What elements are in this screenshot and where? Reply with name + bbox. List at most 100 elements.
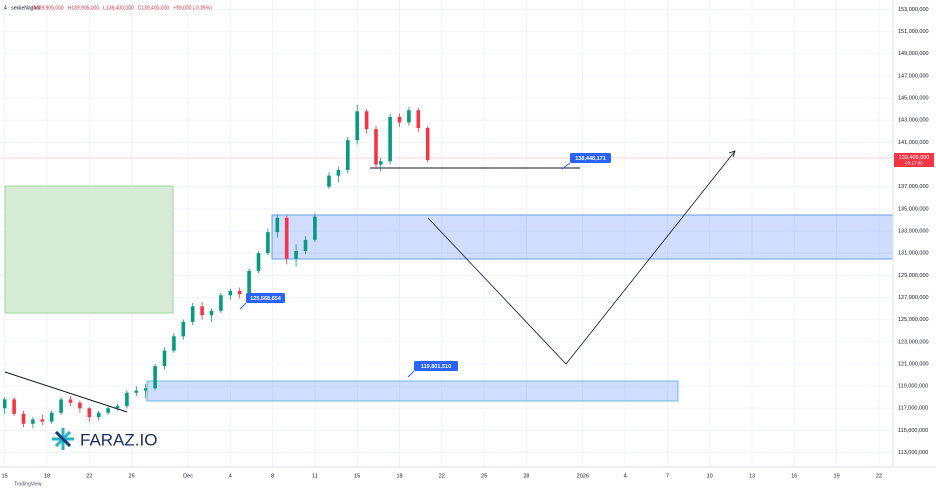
candle-body [59,399,63,413]
candle-body [228,290,233,296]
y-tick-label: 137,000,000 [898,184,929,190]
x-tick-label: 7 [666,473,669,479]
axes: 153,000,000 151,000,000 149,000,000 147,000… [2,7,929,480]
candle-body [313,216,317,240]
x-tick-label: 19 [834,473,840,479]
candle-body [378,161,383,165]
candle-body [106,408,110,413]
annotation-label: 125,568,854 [250,296,282,302]
annotation-label: 119,801,510 [421,364,451,370]
candle-body [425,127,430,161]
ohlc-value: L138,400,000 [103,5,134,11]
candle-body [200,306,204,316]
candle-body [374,129,378,165]
candle-body [303,239,308,251]
candle-body [115,406,120,409]
y-tick-label: 143,000,000 [898,118,929,124]
annotation-label: 138,448,171 [575,156,606,162]
logo: FARAZ.IO [52,428,157,450]
y-tick-label: 127,000,000 [898,295,929,301]
candle-body [275,217,280,233]
candle-body [21,413,26,424]
last-price-tag [894,153,934,167]
y-tick-label: 131,000,000 [898,251,929,257]
candle-body [355,111,359,141]
symbol-title: 4 · sekkeNaghdi [4,5,40,11]
y-tick-label: 117,000,000 [898,406,928,412]
y-tick-label: 153,000,000 [898,7,929,13]
candle-body [237,290,242,295]
candle-body [68,399,73,403]
x-tick-label: 18 [44,473,50,479]
y-tick-label: 115,000,000 [898,428,928,434]
candle-body [397,116,402,123]
x-tick-label: 28 [523,473,529,479]
candle-body [162,350,167,367]
candle-body [190,306,195,322]
ohlc-value: C139,400,000 [138,5,170,11]
y-tick-label: 129,000,000 [898,273,929,279]
annotation: 119,801,510 [407,361,458,378]
countdown: 03:17:00 [905,161,923,166]
demand-zone [4,185,174,314]
y-tick-label: 149,000,000 [898,51,929,57]
footer: TradingView [14,481,42,487]
last-price-label: 139,400,000 [899,155,930,161]
supply-zone [271,214,894,260]
x-tick-label: 13 [749,473,755,479]
x-tick-label: 22 [439,473,445,479]
y-tick-label: 125,000,000 [898,317,929,323]
arrow-head [728,150,736,158]
y-tick-label: 119,000,000 [898,384,928,390]
candle-body [134,390,139,393]
candle-body [407,110,411,123]
logo-icon-accent [54,430,72,448]
ohlc-value: O139,905,000 [32,5,64,11]
y-tick-label: 135,000,000 [898,206,929,212]
candle-body [40,419,45,422]
annotation-box [414,361,458,371]
x-tick-label: 15 [354,473,360,479]
x-tick-label: 2026 [577,473,589,479]
candle-body [125,392,129,407]
y-tick-label: 145,000,000 [898,96,929,102]
x-tick-label: 16 [791,473,797,479]
candle-body [364,111,369,130]
y-tick-label: 113,000,000 [898,450,928,456]
trend-line [4,371,128,413]
candle-body [346,140,350,171]
x-tick-label: 10 [707,473,713,479]
candle-body [416,110,421,128]
annotation-box [570,153,611,163]
annotation-pointer [239,302,247,310]
candle-body [256,253,261,271]
candle-body [87,408,92,418]
candle-body [96,412,101,418]
y-tick-label: 123,000,000 [898,339,929,345]
x-tick-label: 11 [312,473,318,479]
candle-body [336,170,341,176]
y-tick-label: 147,000,000 [898,73,929,79]
candle-body [294,250,298,259]
candles [2,104,430,429]
candle-body [12,399,16,414]
projection-path [427,150,736,365]
candle-body [2,399,7,409]
candle-body [266,232,270,254]
ohlc-header: O139,905,000 H139,905,000 L138,400,000 C139… [32,5,212,11]
x-tick-label: 22 [876,473,882,479]
annotation: 125,568,854 [239,293,285,310]
candle-body [209,310,214,316]
candle-body [49,412,54,422]
candle-body [181,321,186,337]
x-tick-label: 4 [624,473,627,479]
ohlc-value: H139,905,000 [68,5,100,11]
candle-body [219,295,223,311]
annotation: 138,448,171 [561,153,611,170]
x-tick-label: 18 [396,473,402,479]
x-tick-label: 8 [271,473,274,479]
y-tick-label: 151,000,000 [898,29,929,35]
x-tick-label: 4 [229,473,232,479]
candle-body [172,336,176,351]
x-tick-label: 15 [2,473,8,479]
